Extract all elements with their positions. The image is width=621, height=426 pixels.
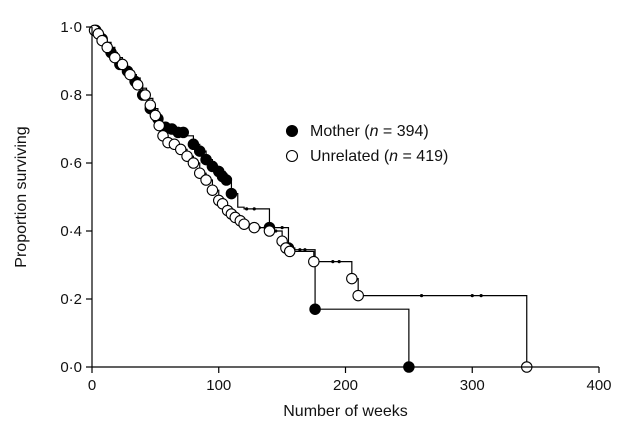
event-marker-open — [352, 289, 364, 302]
censor-mark — [252, 207, 256, 211]
censor-mark — [280, 226, 284, 230]
legend-marker-unrelated — [285, 149, 299, 163]
event-marker-open — [153, 119, 165, 132]
event-marker-filled — [220, 174, 233, 186]
event-marker-open — [139, 89, 151, 101]
plot-area — [88, 24, 533, 373]
event-marker-open — [116, 58, 129, 71]
event-marker-open — [283, 245, 296, 258]
censor-mark — [419, 294, 424, 298]
event-marker-filled — [225, 187, 238, 200]
x-tick-label: 300 — [460, 377, 485, 394]
censor-mark — [331, 260, 335, 264]
y-tick-label: 0·4 — [60, 223, 82, 240]
x-tick-label: 400 — [586, 377, 611, 394]
y-tick-label: 0·6 — [60, 155, 82, 172]
survival-step-line — [92, 26, 528, 367]
censor-mark — [245, 207, 249, 211]
event-marker-open — [200, 174, 212, 186]
series-mother — [90, 24, 415, 373]
event-marker-open — [263, 225, 276, 237]
x-tick-label: 100 — [206, 377, 231, 394]
event-marker-open — [187, 157, 200, 169]
censor-mark — [337, 260, 341, 264]
legend-label: Mother (n = 394) — [310, 123, 429, 140]
legend: Mother (n = 394) Unrelated (n = 419) — [285, 123, 448, 165]
event-marker-open — [131, 79, 144, 91]
event-marker-open — [124, 68, 136, 81]
x-tick-label: 0 — [88, 377, 96, 394]
event-marker-filled — [177, 126, 190, 139]
y-tick-label: 1·0 — [60, 19, 82, 36]
y-tick-label: 0·8 — [60, 87, 82, 104]
x-axis-title: Number of weeks — [283, 403, 408, 420]
event-marker-filled — [309, 303, 321, 315]
event-marker-open — [144, 99, 157, 111]
y-tick-label: 0·0 — [60, 359, 82, 376]
y-axis-title: Proportion surviving — [13, 126, 30, 267]
event-marker-open — [206, 184, 219, 196]
event-marker-open — [109, 51, 121, 64]
event-marker-open — [149, 109, 162, 122]
censor-mark — [298, 248, 302, 252]
x-tick-label: 200 — [333, 377, 358, 394]
event-marker-open — [346, 272, 358, 285]
censor-mark — [303, 248, 307, 252]
series-unrelated — [88, 24, 533, 373]
event-marker-open — [101, 41, 113, 54]
legend-marker-mother — [285, 124, 299, 138]
legend-label: Unrelated (n = 419) — [310, 148, 448, 165]
event-marker-open — [308, 255, 320, 268]
event-marker-filled — [193, 145, 206, 157]
event-marker-open — [248, 221, 260, 234]
y-tick-label: 0·2 — [60, 291, 82, 308]
axes: 0 100 200 300 400 0·0 0·2 0·4 0·6 0·8 1·0 — [60, 19, 611, 394]
censor-mark — [470, 294, 474, 298]
event-marker-open — [238, 218, 250, 230]
censor-mark — [479, 294, 483, 298]
